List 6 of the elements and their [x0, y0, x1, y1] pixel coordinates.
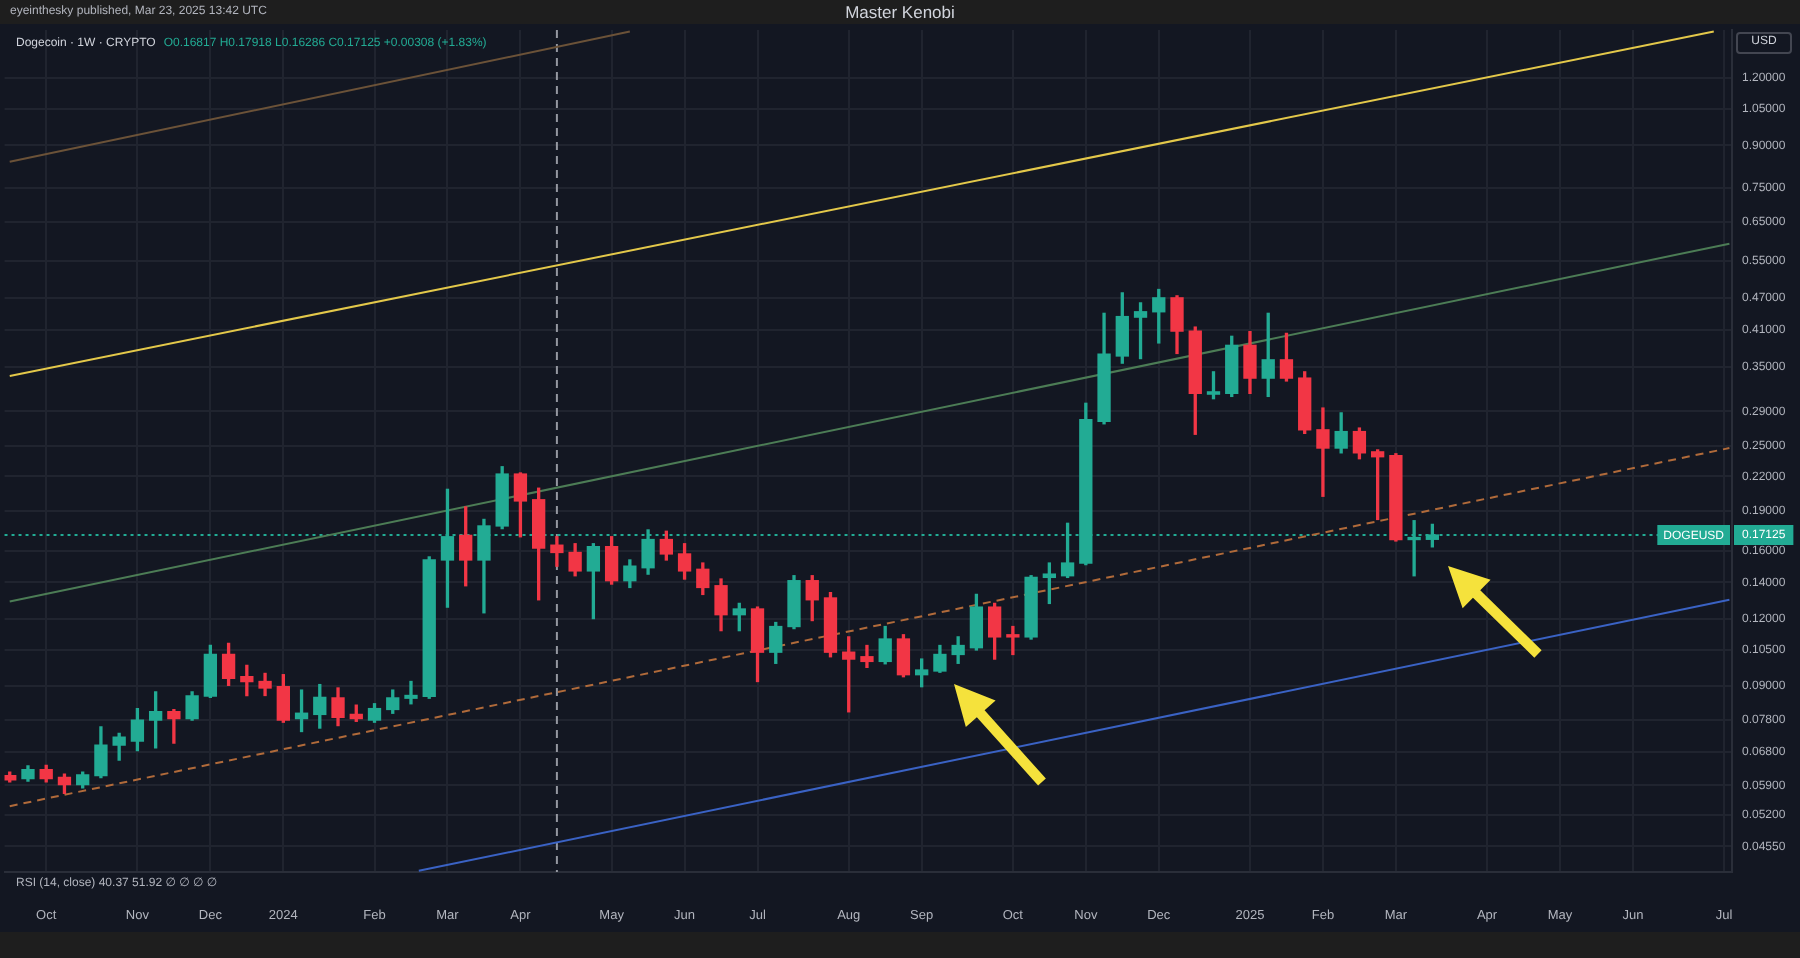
candlestick: [167, 709, 181, 744]
candlestick: [550, 536, 564, 567]
chart-title: Master Kenobi: [845, 2, 955, 22]
candlestick: [404, 680, 418, 705]
candlestick: [1006, 625, 1020, 656]
candlestick: [1316, 407, 1330, 497]
